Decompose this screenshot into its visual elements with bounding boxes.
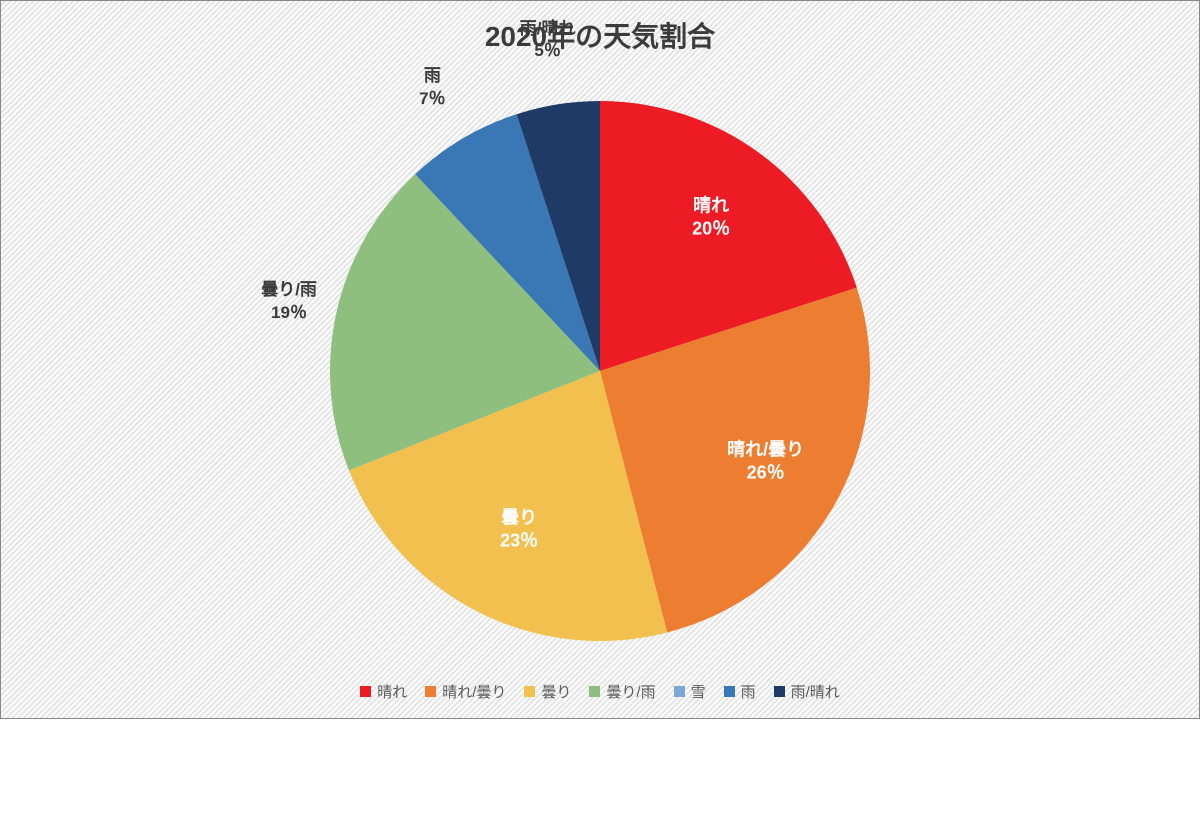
slice-label-pct: 7％ — [419, 87, 445, 109]
slice-label-pct: 5％ — [520, 40, 576, 62]
legend-label: 雨 — [741, 681, 756, 702]
legend-swatch — [524, 686, 535, 697]
slice-label-name: 曇り — [500, 506, 538, 529]
legend-label: 曇り/雨 — [606, 681, 655, 702]
legend-label: 雪 — [691, 681, 706, 702]
slice-label-pct: 26％ — [727, 462, 804, 485]
slice-label: 晴れ/曇り26％ — [727, 439, 804, 486]
chart-frame: 2020年の天気割合 晴れ20％晴れ/曇り26％曇り23％曇り/雨19％雨7％雨… — [0, 0, 1200, 719]
slice-label-name: 雨 — [419, 65, 445, 87]
legend-label: 晴れ/曇り — [442, 681, 506, 702]
legend: 晴れ 晴れ/曇り 曇り 曇り/雨 雪 雨 雨/晴れ — [1, 681, 1199, 702]
legend-item: 晴れ/曇り — [425, 681, 506, 702]
legend-item: 雨/晴れ — [774, 681, 840, 702]
slice-label: 雨7％ — [419, 65, 445, 109]
slice-label-name: 曇り/雨 — [261, 279, 317, 301]
legend-swatch — [425, 686, 436, 697]
slice-label-name: 晴れ/曇り — [727, 439, 804, 462]
legend-swatch — [774, 686, 785, 697]
slice-label: 曇り/雨19％ — [261, 279, 317, 323]
slice-label: 雨/晴れ5％ — [520, 18, 576, 62]
legend-item: 曇り — [524, 681, 571, 702]
legend-swatch — [589, 686, 600, 697]
slice-label: 晴れ20％ — [692, 195, 730, 242]
legend-item: 晴れ — [360, 681, 407, 702]
legend-item: 雪 — [674, 681, 706, 702]
slice-label-pct: 19％ — [261, 301, 317, 323]
legend-item: 曇り/雨 — [589, 681, 655, 702]
legend-label: 曇り — [541, 681, 571, 702]
slice-label-name: 雨/晴れ — [520, 18, 576, 40]
slice-label-name: 晴れ — [692, 195, 730, 218]
legend-swatch — [360, 686, 371, 697]
legend-item: 雨 — [724, 681, 756, 702]
legend-label: 雨/晴れ — [791, 681, 840, 702]
legend-label: 晴れ — [377, 681, 407, 702]
legend-swatch — [724, 686, 735, 697]
legend-swatch — [674, 686, 685, 697]
slice-label: 曇り23％ — [500, 506, 538, 553]
slice-label-pct: 23％ — [500, 530, 538, 553]
slice-label-pct: 20％ — [692, 218, 730, 241]
